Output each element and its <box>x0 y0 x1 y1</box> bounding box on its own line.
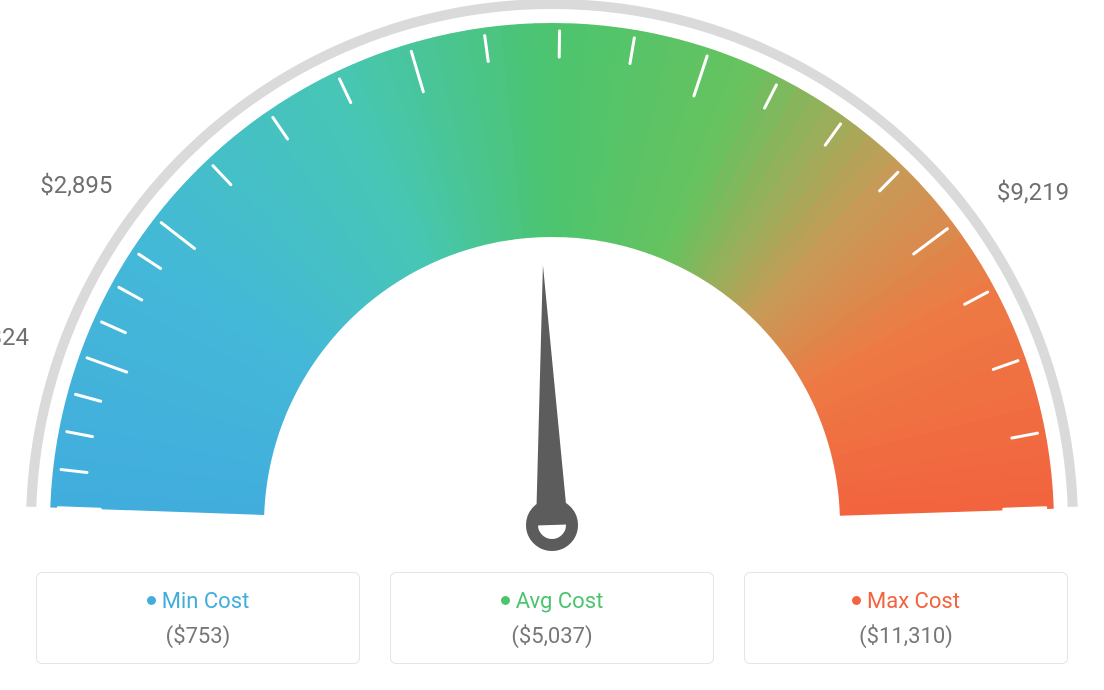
gauge-tick-label: $2,895 <box>40 171 112 199</box>
gauge-svg <box>0 0 1104 560</box>
legend-title-max: Max Cost <box>755 589 1057 614</box>
legend-title-avg: Avg Cost <box>401 589 703 614</box>
legend-card-avg: Avg Cost ($5,037) <box>390 572 714 664</box>
legend-label-avg: Avg Cost <box>516 589 604 614</box>
legend-label-min: Min Cost <box>162 589 250 614</box>
legend-value-min: ($753) <box>47 624 349 649</box>
dot-avg-icon <box>501 596 510 605</box>
dot-max-icon <box>852 596 861 605</box>
legend-label-max: Max Cost <box>867 589 960 614</box>
legend-row: Min Cost ($753) Avg Cost ($5,037) Max Co… <box>36 572 1068 664</box>
gauge-tick-label: $9,219 <box>997 178 1069 206</box>
legend-value-avg: ($5,037) <box>401 624 703 649</box>
gauge-tick-label: $1,824 <box>0 323 29 351</box>
legend-card-min: Min Cost ($753) <box>36 572 360 664</box>
gauge-chart: $753$1,824$2,895$5,037$7,128$9,219$11,31… <box>0 0 1104 560</box>
legend-title-min: Min Cost <box>47 589 349 614</box>
dot-min-icon <box>147 596 156 605</box>
legend-card-max: Max Cost ($11,310) <box>744 572 1068 664</box>
legend-value-max: ($11,310) <box>755 624 1057 649</box>
